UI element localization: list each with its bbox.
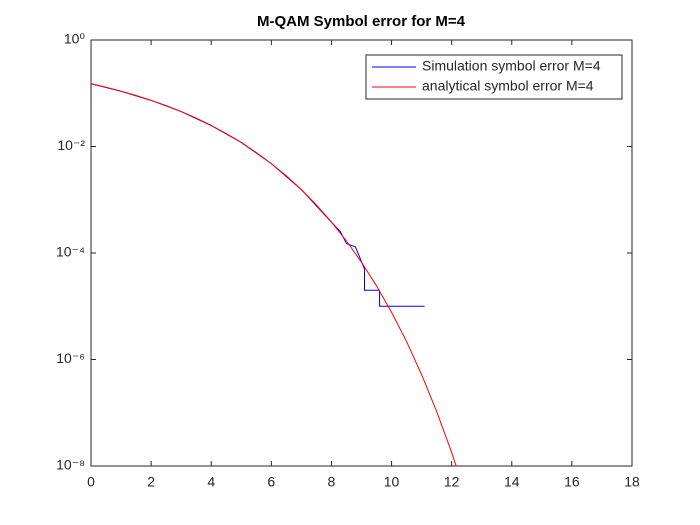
- series-group: [91, 83, 457, 466]
- x-tick-label: 8: [328, 474, 336, 490]
- series-line: [91, 83, 457, 466]
- y-tick-label: 10⁻⁸: [56, 457, 85, 473]
- legend-box: [365, 54, 623, 100]
- x-tick-label: 0: [87, 474, 95, 490]
- plot-area: [90, 39, 633, 467]
- x-tick-label: 14: [504, 474, 520, 490]
- y-tick-label: 10⁻²: [57, 137, 85, 153]
- x-tick-label: 6: [267, 474, 275, 490]
- x-tick-label: 2: [147, 474, 155, 490]
- legend-label: Simulation symbol error M=4: [422, 58, 601, 74]
- legend-label: analytical symbol error M=4: [422, 78, 594, 94]
- y-tick-label: 10⁻⁶: [56, 350, 85, 366]
- x-tick-label: 18: [624, 474, 640, 490]
- y-tick-label: 10⁻⁴: [56, 244, 85, 260]
- x-tick-label: 12: [444, 474, 460, 490]
- chart-title: M-QAM Symbol error for M=4: [257, 13, 466, 30]
- y-tick-label: 10⁰: [64, 31, 86, 47]
- x-tick-label: 16: [564, 474, 580, 490]
- x-tick-label: 10: [384, 474, 400, 490]
- x-tick-label: 4: [207, 474, 215, 490]
